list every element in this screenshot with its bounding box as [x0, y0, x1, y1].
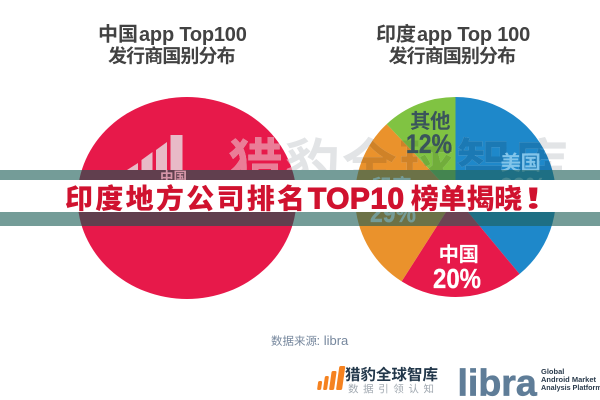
svg-text:app Top 100: app Top 100 — [417, 24, 530, 46]
svg-text:12%: 12% — [406, 129, 452, 159]
svg-text:libra: libra — [458, 362, 538, 400]
svg-text:: libra: : libra — [317, 333, 350, 348]
svg-text:TOP10: TOP10 — [308, 183, 405, 216]
svg-text:Global: Global — [541, 367, 564, 376]
svg-text:Android Market: Android Market — [541, 375, 597, 384]
svg-text:app Top100: app Top100 — [139, 24, 247, 46]
svg-text:20%: 20% — [433, 263, 481, 294]
svg-text:Analysis Platform: Analysis Platform — [541, 383, 600, 392]
